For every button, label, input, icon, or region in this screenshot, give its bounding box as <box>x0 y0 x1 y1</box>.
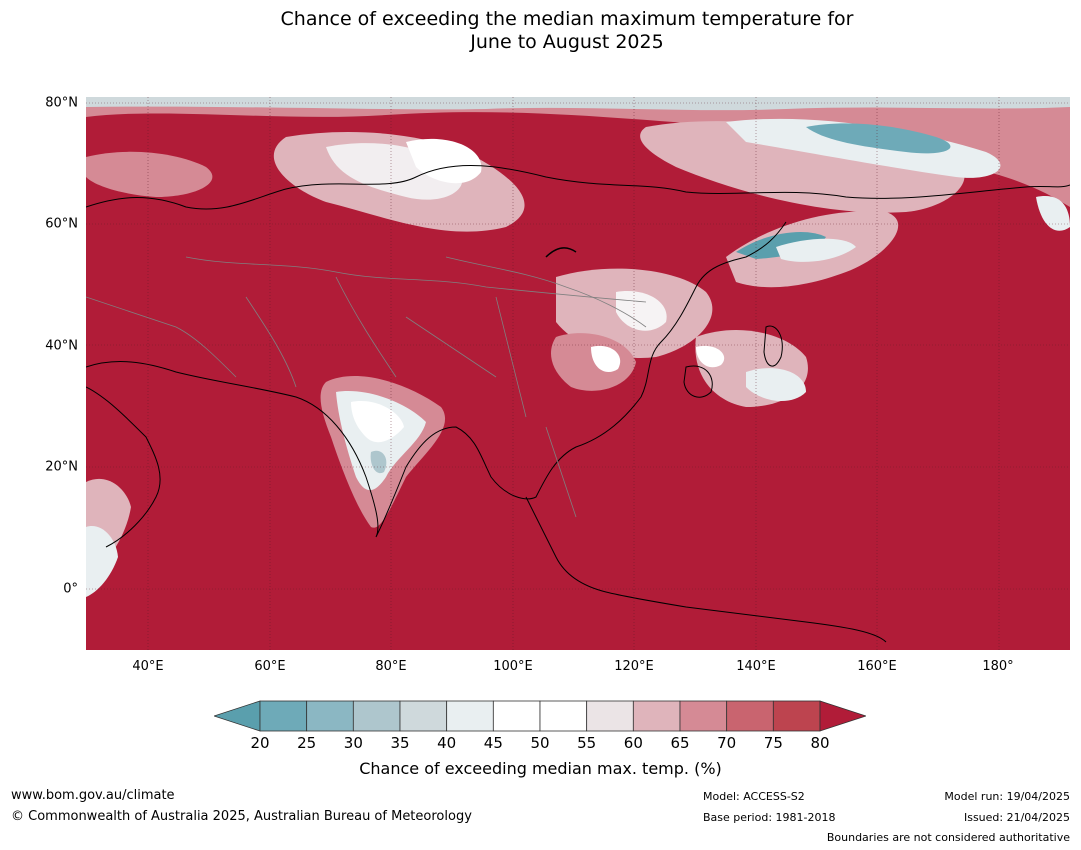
japan-east-light <box>746 368 806 402</box>
colorbar-cell <box>306 700 354 732</box>
colorbar-label: Chance of exceeding median max. temp. (%… <box>359 759 722 778</box>
colorbar-tick-label: 55 <box>577 734 597 752</box>
lon-label-180: 180° <box>982 659 1014 674</box>
colorbar-tick-label: 35 <box>390 734 410 752</box>
footer-model-run: Model run: 19/04/2025 <box>944 790 1070 803</box>
colorbar-tick-label: 50 <box>530 734 550 752</box>
colorbar-tick-label: 70 <box>717 734 737 752</box>
footer-copyright: © Commonwealth of Australia 2025, Austra… <box>11 809 472 824</box>
lon-label-60e: 60°E <box>254 659 286 674</box>
probability-map <box>86 97 1070 650</box>
colorbar-extend-high <box>819 700 866 732</box>
lon-label-80e: 80°E <box>375 659 407 674</box>
footer-model: Model: ACCESS-S2 <box>703 790 805 803</box>
arctic-top-light <box>86 97 1070 111</box>
footer-base-period: Base period: 1981-2018 <box>703 811 836 824</box>
colorbar-tick-label: 75 <box>763 734 783 752</box>
footer-url[interactable]: www.bom.gov.au/climate <box>11 788 175 803</box>
colorbar-cell <box>492 700 541 732</box>
colorbar-tick-label: 25 <box>297 734 317 752</box>
lat-label-80n: 80°N <box>45 95 78 111</box>
colorbar-tick-label: 65 <box>670 734 690 752</box>
map-title: Chance of exceeding the median maximum t… <box>0 8 1081 54</box>
colorbar-cell <box>539 700 588 732</box>
lat-label-20n: 20°N <box>45 459 78 475</box>
lon-label-160e: 160°E <box>857 659 897 674</box>
title-line-2: June to August 2025 <box>470 31 664 53</box>
kamchatka-light <box>1036 196 1070 231</box>
colorbar-tick-label: 20 <box>250 734 270 752</box>
footer-disclaimer: Boundaries are not considered authoritat… <box>826 831 1070 844</box>
lon-label-100e: 100°E <box>493 659 533 674</box>
colorbar-cell <box>632 700 681 732</box>
borders <box>86 256 647 518</box>
lat-label-60n: 60°N <box>45 216 78 232</box>
graticule <box>86 97 1070 650</box>
footer-issued: Issued: 21/04/2025 <box>963 811 1070 824</box>
colorbar-cell <box>259 700 308 732</box>
china-central-pink <box>551 333 636 391</box>
japan-white <box>696 345 725 368</box>
lon-label-120e: 120°E <box>614 659 654 674</box>
east-siberia-light <box>726 118 1001 178</box>
colorbar-cell <box>679 700 728 732</box>
taimyr-white <box>406 138 482 184</box>
lon-label-40e: 40°E <box>132 659 164 674</box>
colorbar-cell <box>399 700 448 732</box>
colorbar-extend-low <box>214 700 261 732</box>
colorbar-cell <box>726 700 774 732</box>
lat-label-40n: 40°N <box>45 338 78 354</box>
colorbar-tick-label: 30 <box>343 734 363 752</box>
colorbar-cell <box>446 700 494 732</box>
coastlines <box>86 164 1070 643</box>
india-white <box>351 401 404 443</box>
colorbar <box>214 700 866 732</box>
map-canvas <box>86 97 1070 650</box>
lat-label-0: 0° <box>63 581 78 597</box>
india-blue <box>370 450 387 474</box>
lon-label-140e: 140°E <box>736 659 776 674</box>
china-north-white <box>616 291 667 331</box>
china-central-white <box>591 345 621 373</box>
colorbar-cell <box>772 700 821 732</box>
east-africa-light <box>86 526 118 597</box>
colorbar-tick-label: 80 <box>810 734 830 752</box>
colorbar-tick-label: 60 <box>623 734 643 752</box>
colorbar-tick-label: 40 <box>437 734 457 752</box>
colorbar-cell <box>352 700 401 732</box>
arctic-blue <box>806 123 951 154</box>
okhotsk-light <box>776 238 856 262</box>
colorbar-tick-label: 45 <box>483 734 503 752</box>
title-line-1: Chance of exceeding the median maximum t… <box>280 8 854 30</box>
colorbar-cell <box>586 700 634 732</box>
scandinavia-pink <box>86 151 213 197</box>
